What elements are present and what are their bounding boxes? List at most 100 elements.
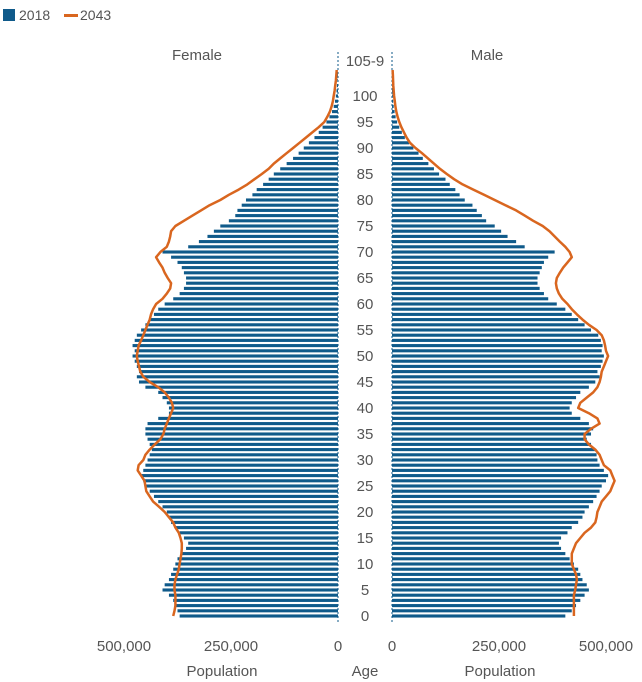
male-2018-bar-age-19 <box>392 515 583 519</box>
age-tick-label: 70 <box>357 244 374 261</box>
female-2018-bar-age-81 <box>252 193 338 197</box>
legend-label-2018: 2018 <box>19 7 50 23</box>
female-2018-bar-age-30 <box>147 458 338 462</box>
female-2018-bar-age-93 <box>318 130 338 134</box>
female-2018-bar-age-7 <box>168 578 338 582</box>
male-2018-bar-age-3 <box>392 598 581 602</box>
female-2018-bar-age-14 <box>188 541 338 545</box>
female-2018-bar-age-87 <box>286 162 338 166</box>
female-2018-bar-age-13 <box>186 546 338 550</box>
age-label-bg <box>341 348 389 364</box>
female-2018-bar-age-86 <box>280 167 338 171</box>
age-tick-label: 0 <box>361 608 369 625</box>
female-2018-bar-age-11 <box>177 557 338 561</box>
age-label-bg <box>341 244 389 260</box>
male-2018-bar-age-64 <box>392 281 538 285</box>
male-2018-bar-age-28 <box>392 468 604 472</box>
female-2018-bar-age-32 <box>151 448 338 452</box>
male-2018-bar-age-11 <box>392 557 570 561</box>
male-2018-bar-age-27 <box>392 474 609 478</box>
male-2018-bar-age-16 <box>392 531 568 535</box>
male-2018-bar-age-53 <box>392 338 601 342</box>
male-x-tick-label: 250,000 <box>472 638 526 655</box>
male-2018-bar-age-6 <box>392 583 587 587</box>
male-2018-bar-age-26 <box>392 479 606 483</box>
male-2018-bar-age-7 <box>392 578 583 582</box>
male-2018-bar-age-37 <box>392 422 589 426</box>
age-label-bg <box>341 322 389 338</box>
male-2018-bar-age-4 <box>392 593 585 597</box>
male-2018-bar-age-88 <box>392 156 423 160</box>
male-2018-bar-age-34 <box>392 437 587 441</box>
female-2018-bar-age-96 <box>329 115 338 119</box>
female-2018-bar-age-23 <box>153 494 338 498</box>
male-2018-bar-age-10 <box>392 562 574 566</box>
female-2018-bar-age-37 <box>147 422 338 426</box>
female-2018-bar-age-21 <box>162 505 338 509</box>
age-tick-label: 50 <box>357 348 374 365</box>
female-2018-bar-age-8 <box>171 572 338 576</box>
age-label-bg <box>341 556 389 572</box>
female-2018-bar-age-18 <box>171 520 338 524</box>
female-2018-bar-age-66 <box>183 271 338 275</box>
female-2018-bar-age-57 <box>149 318 338 322</box>
female-2018-bar-age-74 <box>213 229 338 233</box>
female-2018-bar-age-29 <box>145 463 338 467</box>
female-2018-bar-age-80 <box>245 198 338 202</box>
female-x-tick-label: 250,000 <box>204 638 258 655</box>
male-2018-bar-age-39 <box>392 411 572 415</box>
male-2018-bar-age-86 <box>392 167 434 171</box>
male-2018-bar-age-50 <box>392 354 604 358</box>
female-x-tick-label: 0 <box>334 638 342 655</box>
male-2018-bar-age-75 <box>392 224 495 228</box>
female-2018-bar-age-45 <box>138 380 338 384</box>
female-2018-bar-age-4 <box>168 593 338 597</box>
female-2018-bar-age-27 <box>141 474 338 478</box>
male-2018-bar-age-77 <box>392 214 482 218</box>
male-2018-bar-age-74 <box>392 229 502 233</box>
age-label-bg <box>341 218 389 234</box>
male-2018-bar-age-22 <box>392 500 594 504</box>
female-2018-bar-age-89 <box>298 151 338 155</box>
male-2018-bar-age-12 <box>392 552 566 556</box>
female-2018-bar-age-33 <box>149 442 338 446</box>
male-2018-bar-age-36 <box>392 427 594 431</box>
male-2018-bar-age-33 <box>392 442 592 446</box>
female-2018-bar-age-36 <box>145 427 338 431</box>
female-2018-bar-age-43 <box>158 390 338 394</box>
female-2018-bar-age-97 <box>332 110 338 114</box>
male-2018-bar-age-80 <box>392 198 465 202</box>
female-2018-bar-age-16 <box>179 531 338 535</box>
male-x-axis-title: Population <box>465 663 536 680</box>
female-x-tick-label: 500,000 <box>97 638 151 655</box>
female-2018-bar-age-56 <box>145 323 338 327</box>
female-2018-bar-age-75 <box>220 224 338 228</box>
age-label-bg <box>341 608 389 624</box>
male-2018-bar-age-90 <box>392 146 414 150</box>
female-2018-bar-age-91 <box>308 141 338 145</box>
male-2018-bar-age-97 <box>392 110 395 114</box>
male-panel-title: Male <box>471 47 504 64</box>
female-2018-bar-age-42 <box>162 396 338 400</box>
age-tick-label: 15 <box>357 530 374 547</box>
female-2018-bar-age-84 <box>268 177 338 181</box>
age-label-bg <box>341 140 389 156</box>
age-axis-title: Age <box>352 663 379 680</box>
age-tick-label: 20 <box>357 504 374 521</box>
age-tick-label: 10 <box>357 556 374 573</box>
male-2018-bar-age-73 <box>392 234 508 238</box>
female-2018-bar-age-88 <box>293 156 338 160</box>
male-2018-bar-age-66 <box>392 271 540 275</box>
female-2018-bar-age-10 <box>175 562 338 566</box>
legend-swatch-2043 <box>64 14 78 17</box>
age-label-bg <box>341 166 389 182</box>
male-2018-bar-age-47 <box>392 370 598 374</box>
male-2018-bar-age-31 <box>392 453 597 457</box>
age-label-bg <box>341 270 389 286</box>
female-2018-bar-age-51 <box>134 349 338 353</box>
female-2018-bar-age-61 <box>173 297 338 301</box>
female-2018-bar-age-60 <box>164 302 338 306</box>
female-2018-bar-age-85 <box>273 172 338 176</box>
male-2018-bar-age-95 <box>392 120 398 124</box>
female-2018-bar-age-70 <box>162 250 338 254</box>
